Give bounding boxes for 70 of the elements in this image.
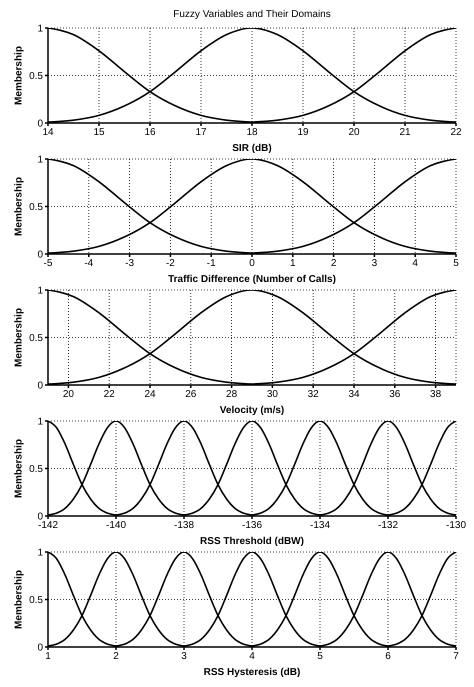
x-tick-label: 36 xyxy=(389,389,401,400)
x-tick-label: -5 xyxy=(44,258,53,270)
x-tick-label: 16 xyxy=(144,127,156,138)
x-tick-label: 21 xyxy=(399,127,411,138)
x-tick-label: 22 xyxy=(450,127,462,138)
y-tick-label: 1 xyxy=(37,286,44,297)
x-axis-title: RSS Threshold (dBW) xyxy=(200,536,304,547)
x-tick-label: 26 xyxy=(185,389,197,400)
y-tick-label: 0 xyxy=(37,118,44,130)
x-tick-label: -136 xyxy=(242,520,262,532)
x-tick-label: 6 xyxy=(385,651,392,662)
x-tick-label: 24 xyxy=(144,389,156,400)
x-tick-label: 3 xyxy=(372,258,378,270)
y-axis-title: Membership xyxy=(14,439,25,498)
x-tick-label: 3 xyxy=(181,651,188,662)
x-axis-title: RSS Hysteresis (dB) xyxy=(204,667,300,678)
x-tick-label: 1 xyxy=(45,651,52,662)
x-tick-label: 38 xyxy=(430,389,442,400)
x-axis-title: Velocity (m/s) xyxy=(220,405,284,416)
x-tick-label: 7 xyxy=(453,651,460,662)
y-tick-label: 0 xyxy=(37,512,44,523)
y-tick-label: 1 xyxy=(37,416,44,428)
x-tick-label: -3 xyxy=(125,258,134,270)
x-tick-label: 5 xyxy=(317,651,324,662)
y-tick-label: 1 xyxy=(37,154,44,166)
chart-title: Fuzzy Variables and Their Domains xyxy=(172,8,332,22)
x-tick-label: 22 xyxy=(104,389,116,400)
y-axis-title: Membership xyxy=(14,177,25,236)
x-tick-label: 15 xyxy=(93,127,105,138)
x-tick-label: 14 xyxy=(42,127,54,138)
x-tick-label: 4 xyxy=(249,651,256,662)
x-tick-label: 1 xyxy=(290,258,296,270)
y-tick-label: 0.5 xyxy=(29,464,44,476)
x-tick-label: 30 xyxy=(266,389,278,400)
x-tick-label: -2 xyxy=(166,258,176,270)
x-tick-label: 34 xyxy=(348,389,360,400)
x-axis-title: Traffic Difference (Number of Calls) xyxy=(168,274,336,285)
x-tick-label: 19 xyxy=(297,127,309,138)
y-tick-label: 1 xyxy=(37,24,44,35)
y-axis-title: Membership xyxy=(14,46,25,105)
y-tick-label: 0 xyxy=(37,642,44,654)
y-tick-label: 0.5 xyxy=(29,71,44,82)
y-axis-title: Membership xyxy=(14,308,25,367)
x-tick-label: 2 xyxy=(113,651,120,662)
x-tick-label: 32 xyxy=(308,389,320,400)
x-tick-label: -130 xyxy=(446,520,466,532)
y-axis-title: Membership xyxy=(14,570,25,629)
x-axis-title: SIR (dB) xyxy=(232,143,272,154)
x-tick-label: -132 xyxy=(378,520,398,532)
y-tick-label: 0 xyxy=(37,250,44,261)
y-tick-label: 0.5 xyxy=(29,333,44,344)
x-tick-label: 17 xyxy=(195,127,207,138)
x-tick-label: 5 xyxy=(453,258,460,270)
x-tick-label: 2 xyxy=(330,258,337,270)
x-tick-label: -134 xyxy=(310,520,330,532)
x-tick-label: 20 xyxy=(62,389,74,400)
x-tick-label: -142 xyxy=(38,520,58,532)
x-tick-label: 28 xyxy=(226,389,238,400)
y-tick-label: 0.5 xyxy=(29,202,44,214)
y-tick-label: 0 xyxy=(37,380,44,392)
x-tick-label: -140 xyxy=(106,520,126,532)
x-tick-label: -1 xyxy=(206,258,216,270)
x-tick-label: -4 xyxy=(84,258,94,270)
x-tick-label: 18 xyxy=(246,127,258,138)
x-tick-label: -138 xyxy=(174,520,194,532)
x-tick-label: 0 xyxy=(249,258,256,270)
y-tick-label: 1 xyxy=(37,548,44,559)
x-tick-label: 20 xyxy=(348,127,360,138)
x-tick-label: 4 xyxy=(412,258,418,270)
y-tick-label: 0.5 xyxy=(29,595,44,606)
